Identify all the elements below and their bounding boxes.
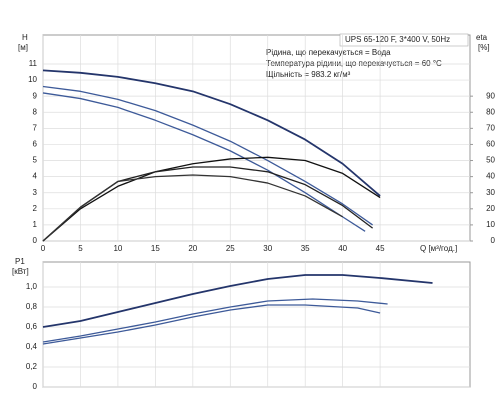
- y2-axis-unit: [%]: [478, 43, 490, 52]
- y-tick-label: 10: [28, 75, 37, 84]
- x-tick-label: 25: [226, 244, 235, 253]
- y2-tick-label: 60: [486, 140, 495, 149]
- y-tick-label: 1,0: [26, 282, 38, 291]
- y-tick-label: 0,6: [26, 322, 38, 331]
- x-tick-label: 40: [338, 244, 347, 253]
- plot-layer: 0 5 10 15 20 25 30 35 40 450123456789101101020304…: [26, 35, 496, 391]
- y-tick-label: 0: [33, 236, 38, 245]
- y2-tick-label: 80: [486, 107, 495, 116]
- y-tick-label: 0: [33, 382, 38, 391]
- y-tick-label: 0,2: [26, 362, 38, 371]
- y2-tick-label: 10: [486, 220, 495, 229]
- x-tick-label: 5: [78, 244, 83, 253]
- y-axis-unit: [м]: [18, 43, 28, 52]
- y-tick-label: 3: [33, 188, 38, 197]
- y2-tick-label: 30: [486, 188, 495, 197]
- y2-tick-label: 50: [486, 156, 495, 165]
- y-tick-label: 1: [33, 220, 38, 229]
- y-tick-label: 7: [33, 123, 38, 132]
- model-label: UPS 65-120 F, 3*400 V, 50Hz: [345, 35, 450, 44]
- x-axis-label: Q [м³/год.]: [420, 244, 457, 253]
- y2-tick-label: 70: [486, 123, 495, 132]
- x-tick-label: 30: [263, 244, 272, 253]
- curve: [42, 69, 381, 197]
- y-tick-label: 11: [29, 59, 38, 68]
- y-tick-label: 2: [33, 204, 38, 213]
- curve: [42, 85, 373, 226]
- curve: [42, 174, 343, 242]
- y2-tick-label: 0: [491, 236, 496, 245]
- curve: [42, 274, 433, 328]
- y-tick-label: 0,8: [26, 302, 38, 311]
- y2-tick-label: 90: [486, 91, 495, 100]
- annotation: Щільність = 983.2 кг/м³: [266, 70, 351, 79]
- x-tick-label: 0: [41, 244, 46, 253]
- curve: [42, 298, 388, 343]
- y-tick-label: 4: [33, 172, 38, 181]
- x-tick-label: 10: [113, 244, 122, 253]
- y-axis-unit: [кВт]: [12, 267, 29, 276]
- x-tick-label: 35: [301, 244, 310, 253]
- y2-tick-label: 20: [486, 204, 495, 213]
- annotation: Рідина, що перекачується = Вода: [266, 48, 391, 57]
- y-axis-label: H: [22, 33, 28, 42]
- y2-axis-label: eta: [476, 33, 488, 42]
- curve: [42, 156, 381, 242]
- annotation: Температура рідини, що перекачується = 6…: [266, 59, 442, 68]
- x-tick-label: 15: [151, 244, 160, 253]
- model-box: [339, 33, 469, 47]
- curve: [42, 304, 381, 345]
- y-tick-label: 6: [33, 140, 38, 149]
- y-tick-label: 8: [33, 107, 38, 116]
- y-tick-label: 9: [33, 91, 38, 100]
- x-tick-label: 45: [376, 244, 385, 253]
- y2-tick-label: 40: [486, 172, 495, 181]
- y-tick-label: 0,4: [26, 342, 38, 351]
- y-tick-label: 5: [33, 156, 38, 165]
- x-tick-label: 20: [188, 244, 197, 253]
- y-axis-label: P1: [15, 257, 25, 266]
- curve: [42, 92, 366, 232]
